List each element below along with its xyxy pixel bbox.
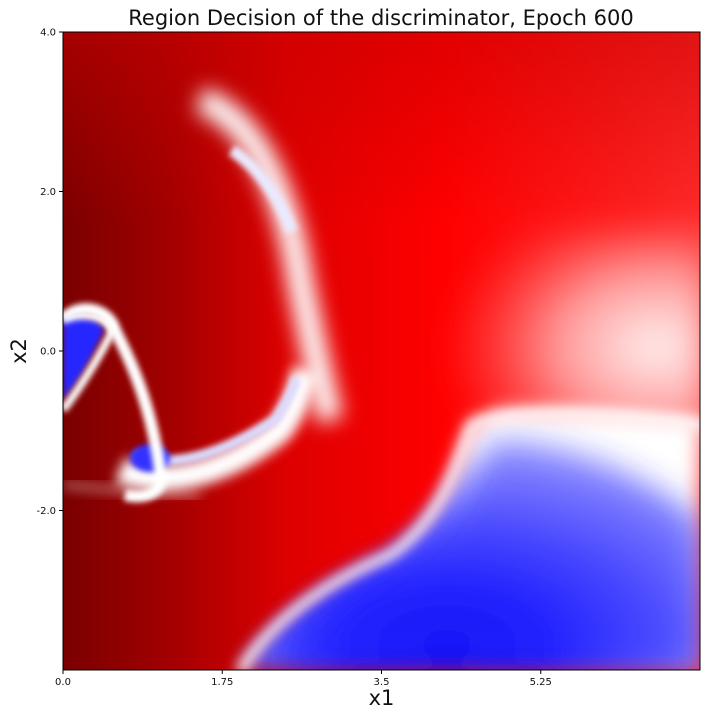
chart-title: Region Decision of the discriminator, Ep… xyxy=(128,6,634,30)
x-tick-label: 3.5 xyxy=(374,677,390,688)
y-tick-label: 4.0 xyxy=(40,28,56,39)
heatmap-field xyxy=(63,32,700,670)
x-tick-label: 0.0 xyxy=(55,677,71,688)
x-tick-label: 5.25 xyxy=(530,677,552,688)
y-axis-label: x2 xyxy=(7,338,31,364)
x-tick-label: 1.75 xyxy=(211,677,233,688)
y-tick-label: -2.0 xyxy=(36,506,56,517)
x-axis-label: x1 xyxy=(368,686,395,710)
y-tick-label: 0.0 xyxy=(40,347,56,358)
axis-ticks: 0.0 1.75 3.5 5.25 4.0 2.0 0.0 -2.0 xyxy=(36,28,551,689)
y-tick-label: 2.0 xyxy=(40,187,56,198)
